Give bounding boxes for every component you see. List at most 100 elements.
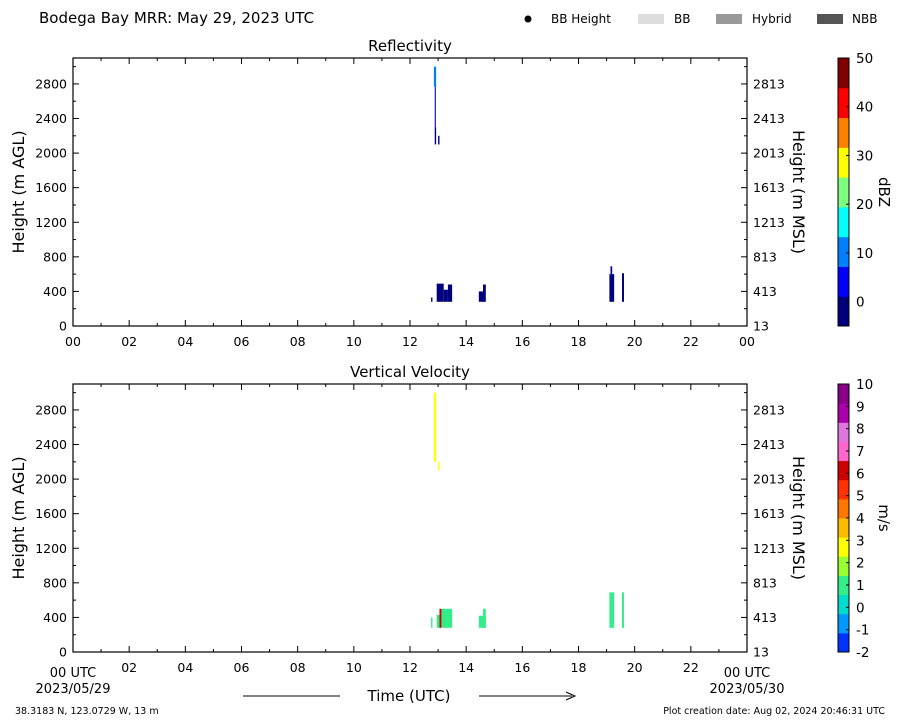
colorbar-tick-label: 10 [856,246,873,262]
y-tick-label: 2000 [35,146,67,161]
data-cell [439,608,442,628]
x-tick-label: 02 [121,660,137,675]
data-cell [483,284,486,302]
plot-creation-date: Plot creation date: Aug 02, 2024 20:46:3… [663,706,885,717]
y-tick-label-right: 1213 [753,215,785,230]
colorbar-tick-label: 50 [856,51,873,67]
y-tick-label: 800 [43,249,67,264]
y-tick-label: 0 [59,319,67,334]
data-cell [441,608,453,628]
data-cell [443,289,448,302]
station-location: 38.3183 N, 123.0729 W, 13 m [15,706,159,717]
colorbar-tick-label: -1 [856,623,869,639]
x-tick-label: 14 [458,660,474,675]
y-tick-label: 0 [59,645,67,660]
legend-label-bb-height: BB Height [551,12,611,26]
colorbar-segment [838,58,849,89]
colorbar-tick-label: 40 [856,100,873,116]
colorbar-segment [838,266,849,297]
y-tick-label: 2800 [35,402,67,417]
colorbar-segment [838,518,849,538]
figure-legend: BB Height BB Hybrid NBB [524,12,877,26]
y-tick-label-right: 13 [753,319,769,334]
y-tick-label-right: 1213 [753,541,785,556]
x-tick-label: 16 [514,660,530,675]
y-axis-label: Height (m AGL) [9,456,28,579]
data-cell [433,66,437,87]
colorbar-tick-label: 1 [856,578,865,594]
colorbar-tick-label: 9 [856,399,865,415]
x-tick-label: 22 [683,660,699,675]
legend-swatch-nbb [817,14,843,24]
colorbar-tick-label: -2 [856,645,869,661]
data-cell [431,297,433,302]
colorbar-segment [838,403,849,423]
x-tick-label: 18 [571,660,587,675]
x-tick-label: 22 [683,334,699,349]
legend-swatch-bb [638,14,664,24]
colorbar-segment [838,594,849,615]
colorbar-tick-label: 10 [856,377,873,393]
colorbar-tick-label: 0 [856,295,865,311]
y-tick-label: 2000 [35,472,67,487]
colorbar-tick-label: 20 [856,197,873,213]
colorbar-tick-label: 4 [856,511,865,527]
colorbar: 0 10 20 30 40 50 dBZ [837,51,893,327]
end-time-label: 00 UTC [724,666,770,681]
y-tick-label-right: 1613 [753,180,785,195]
data-cell [438,135,440,145]
x-tick-label: 02 [121,334,137,349]
panel-title: Vertical Velocity [350,363,470,381]
y-tick-label: 2400 [35,437,67,452]
data-cell [436,614,440,628]
y-axis-label: Height (m AGL) [9,130,28,253]
colorbar-segment [838,384,849,404]
x-tick-label: 08 [290,334,306,349]
data-cell [478,291,485,302]
colorbar-segment [838,556,849,576]
y-tick-label-right: 813 [753,575,777,590]
colorbar-segment [838,575,849,596]
y-tick-label-right: 13 [753,645,769,660]
data-cell [433,392,437,462]
colorbar-segment [838,460,849,481]
x-tick-label: 10 [346,334,362,349]
y-tick-label: 1600 [35,506,67,521]
x-tick-label: 12 [402,334,418,349]
colorbar-tick-label: 0 [856,600,865,616]
x-tick-label: 12 [402,660,418,675]
y-tick-label: 2400 [35,111,67,126]
data-cell [622,273,624,302]
x-tick-label: 06 [234,660,250,675]
colorbar-segment [838,206,849,238]
colorbar-segment [838,117,849,148]
colorbar-tick-label: 8 [856,422,865,438]
x-tick-label: 04 [177,660,193,675]
data-cell [478,615,486,628]
y-tick-label-right: 813 [753,249,777,264]
data-cell [438,461,440,471]
colorbar-segment [838,479,849,500]
x-tick-label: 00 [65,334,81,349]
x-tick-label: 16 [514,334,530,349]
y-tick-label: 1200 [35,215,67,230]
y-axis-label-right: Height (m MSL) [789,456,808,580]
colorbar-tick-label: 30 [856,148,873,164]
x-tick-label: 14 [458,334,474,349]
y-tick-label-right: 413 [753,610,777,625]
colorbar-tick-label: 3 [856,533,865,549]
x-tick-label: 04 [177,334,193,349]
colorbar-segment [838,236,849,267]
legend-label-nbb: NBB [852,12,877,26]
data-cell [431,617,433,628]
legend-label-hybrid: Hybrid [752,12,792,26]
colorbar-label: dBZ [875,177,893,207]
x-tick-label: 20 [627,334,643,349]
y-tick-label-right: 2813 [753,76,785,91]
legend-swatch-hybrid [716,14,742,24]
y-tick-label: 2800 [35,76,67,91]
